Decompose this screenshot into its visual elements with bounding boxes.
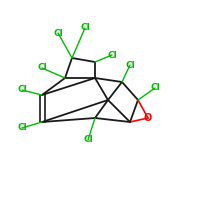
Text: Cl: Cl: [17, 86, 27, 95]
Text: O: O: [144, 113, 152, 123]
Text: Cl: Cl: [17, 123, 27, 132]
Text: Cl: Cl: [150, 84, 160, 92]
Text: Cl: Cl: [80, 23, 90, 32]
Text: Cl: Cl: [37, 64, 47, 72]
Text: Cl: Cl: [107, 50, 117, 60]
Text: Cl: Cl: [125, 60, 135, 70]
Text: Cl: Cl: [83, 136, 93, 144]
Text: Cl: Cl: [53, 28, 63, 38]
